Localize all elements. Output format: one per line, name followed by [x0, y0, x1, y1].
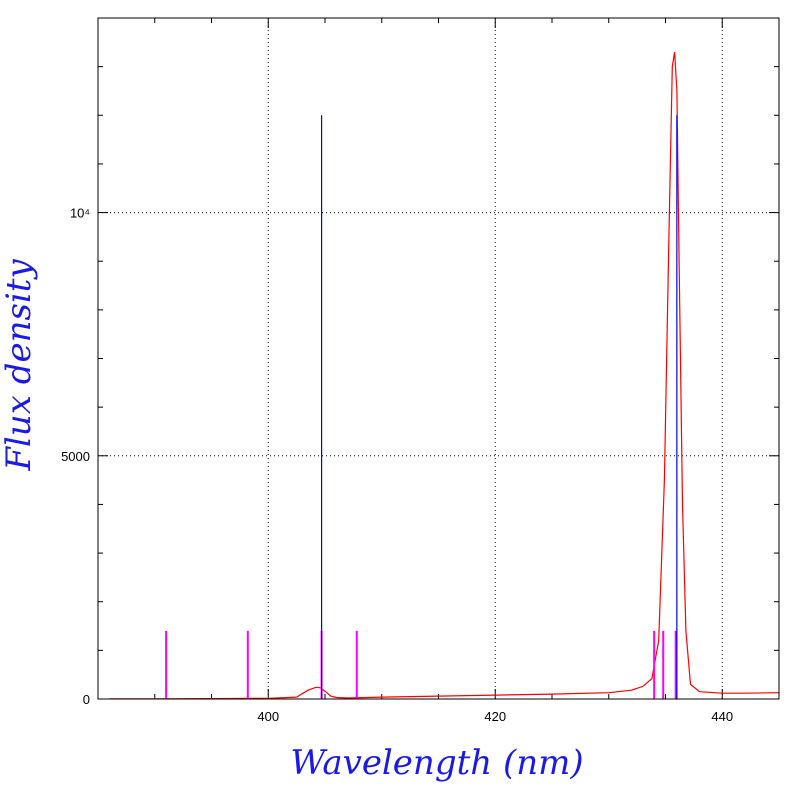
ticks	[97, 17, 780, 700]
x-tick-label: 400	[257, 709, 279, 724]
x-tick-label: 420	[484, 709, 506, 724]
y-tick-label: 5000	[61, 449, 90, 464]
y-tick-label: 0	[83, 692, 90, 707]
tick-labels: 400 420 440 0 5000 10⁴	[61, 206, 733, 724]
x-tick-label: 440	[711, 709, 733, 724]
model-spectrum-line	[109, 52, 780, 700]
plot-frame	[97, 17, 780, 700]
plot-series	[109, 52, 780, 700]
x-axis-title: Wavelength (nm)	[290, 743, 583, 783]
y-tick-label: 10⁴	[70, 206, 90, 221]
y-axis-title: Flux density	[0, 259, 39, 472]
grid	[98, 18, 779, 699]
